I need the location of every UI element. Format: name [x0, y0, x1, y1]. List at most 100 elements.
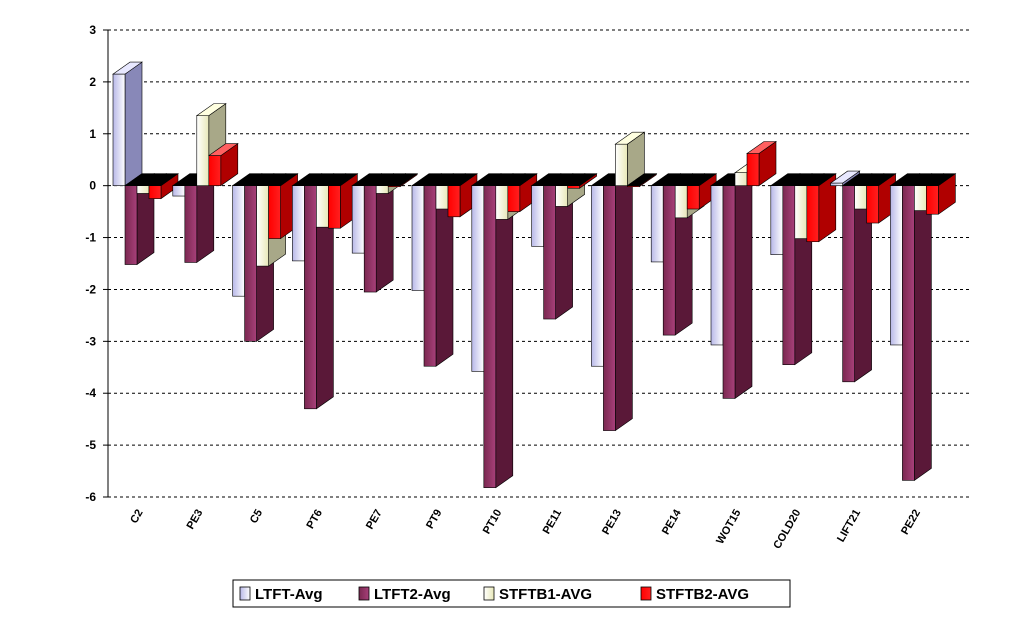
bar-front	[722, 185, 736, 399]
bar-front	[124, 185, 138, 265]
bar-top	[267, 173, 299, 186]
bar-front	[603, 185, 616, 431]
bar-front	[483, 185, 497, 488]
bar-front	[710, 185, 724, 346]
bar-ltft2-avg-pt6	[303, 173, 335, 410]
bar-stftb2-avg-pe22	[925, 173, 957, 215]
bar-front	[196, 115, 210, 186]
bar-ltft2-avg-pt9	[423, 173, 454, 367]
x-tick-label: PE11	[541, 508, 565, 537]
bar-ltft2-avg-pe3	[183, 173, 215, 264]
bar-front	[746, 153, 760, 186]
bars	[112, 61, 957, 489]
bar-front	[507, 185, 521, 212]
bar-front	[567, 185, 580, 189]
bar-side	[196, 173, 215, 264]
bar-top	[686, 173, 718, 186]
bar-front	[292, 185, 305, 262]
bar-ltft2-avg-pe7	[363, 173, 395, 293]
bar-front	[256, 185, 269, 267]
bar-front	[328, 185, 341, 229]
bar-ltft2-avg-pe11	[542, 173, 574, 320]
bar-front	[782, 185, 796, 365]
bar-front	[435, 185, 449, 210]
bar-ltft2-avg-pe22	[901, 173, 933, 481]
x-tick-label: PT10	[481, 508, 505, 537]
bar-top	[387, 173, 419, 186]
bar-top	[207, 143, 239, 156]
bar-front	[770, 185, 784, 255]
bar-top	[447, 173, 478, 186]
bar-front	[304, 185, 317, 410]
bar-side	[495, 173, 514, 489]
bar-front	[244, 185, 257, 342]
x-tick-label: LIFT21	[835, 508, 863, 545]
bar-side	[914, 173, 932, 481]
bar-front	[854, 185, 867, 210]
bar-front	[112, 73, 126, 186]
bar-front	[363, 185, 377, 293]
bar-ltft-avg-c2	[112, 61, 143, 187]
legend: LTFT-Avg LTFT2-Avg STFTB1-AVG STFTB2-AVG	[232, 579, 791, 608]
legend-swatch	[640, 586, 652, 601]
bar-front	[734, 172, 748, 186]
bar-front	[172, 185, 186, 197]
legend-label: LTFT-Avg	[255, 586, 323, 603]
bar-stftb2-avg-pt10	[506, 173, 538, 213]
bar-top	[925, 173, 957, 186]
legend-label: LTFT2-Avg	[374, 586, 451, 603]
y-tick-label: 2	[89, 75, 96, 89]
bar-front	[148, 185, 162, 199]
bar-stftb2-avg-pe14	[686, 173, 718, 210]
x-tick-label: WOT15	[714, 508, 743, 547]
bar-stftb2-avg-pe13	[626, 173, 658, 188]
bar-top	[112, 61, 143, 75]
bar-front	[351, 185, 365, 254]
bar-front	[316, 185, 329, 228]
legend-box	[232, 579, 791, 608]
bar-stftb2-avg-cold20	[805, 173, 837, 243]
bar-stftb2-avg-pe3	[207, 142, 239, 187]
bar-front	[830, 182, 843, 186]
bar-front	[926, 185, 939, 215]
y-tick-label: -1	[85, 231, 96, 245]
bar-front	[411, 185, 425, 291]
bar-ltft2-avg-pt10	[482, 173, 514, 489]
x-tick-label: PT6	[305, 508, 325, 531]
bar-stftb2-avg-pe11	[566, 173, 598, 189]
bar-front	[543, 185, 556, 320]
bar-front	[866, 185, 879, 224]
y-tick-label: 3	[89, 23, 96, 37]
bar-stftb1-avg-pe13	[614, 131, 646, 187]
x-tick-label: C2	[128, 508, 145, 526]
y-axis: 3 2 1 0 -1 -2 -3 -4 -5 -6	[85, 23, 109, 504]
legend-label: STFTB1-AVG	[499, 586, 592, 603]
bar-ltft-avg-lift21	[829, 170, 861, 187]
bar-front	[914, 185, 927, 211]
bar-top	[865, 173, 897, 186]
bar-front	[423, 185, 437, 367]
bar-stftb2-avg-wot15	[746, 140, 777, 187]
x-tick-label: COLD20	[771, 508, 803, 552]
bar-ltft2-avg-c2	[124, 173, 155, 266]
bar-front	[662, 185, 676, 336]
y-tick-label: 0	[89, 179, 96, 193]
bar-front	[794, 185, 808, 239]
bar-ltft2-avg-pe13	[602, 173, 634, 432]
bar-front	[890, 185, 903, 346]
x-axis: C2 PE3 C5 PT6 PE7 PT9 PT10 PE11 PE13 PE14 WOT15 COL…	[128, 507, 923, 551]
x-tick-label: PT9	[424, 508, 444, 531]
bar-front	[531, 185, 544, 247]
y-tick-label: 1	[89, 127, 96, 141]
bar-front	[268, 185, 281, 239]
y-tick-label: -4	[85, 386, 96, 400]
bar-top	[148, 173, 179, 186]
bar-front	[208, 155, 222, 186]
bar-ltft2-avg-wot15	[722, 173, 753, 399]
x-tick-label: C5	[248, 508, 265, 526]
bar-top	[805, 173, 837, 186]
bar-top	[746, 141, 777, 154]
legend-swatch	[239, 586, 251, 601]
bar-front	[447, 185, 461, 218]
